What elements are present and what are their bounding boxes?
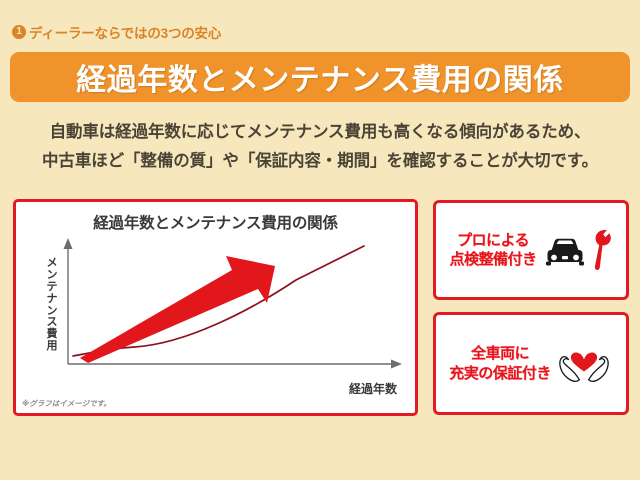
card-inspection-line-2: 点検整備付き bbox=[449, 251, 537, 268]
lead-paragraph: 自動車は経過年数に応じてメンテナンス費用も高くなる傾向があるため、 中古車ほど「… bbox=[0, 118, 640, 176]
section-label-text: ディーラーならではの3つの安心 bbox=[29, 26, 222, 41]
car-front-icon bbox=[545, 238, 584, 266]
chart-x-axis-label: 経過年数 bbox=[348, 382, 397, 396]
feature-card-inspection: プロによる 点検整備付き bbox=[433, 200, 629, 300]
chart-graphic bbox=[63, 238, 402, 369]
card-inspection-line-1: プロによる bbox=[456, 231, 530, 249]
chart-panel: 経過年数とメンテナンス費用の関係 メンテナンス費用 経過年数 ※グラフはイメージ… bbox=[13, 199, 418, 416]
chart-y-axis-arrowhead bbox=[63, 238, 73, 249]
card-warranty-text: 全車両に 充実の保証付き bbox=[449, 344, 551, 383]
heart-in-hands-icon bbox=[558, 352, 609, 382]
banner-title: 経過年数とメンテナンス費用の関係 bbox=[76, 64, 564, 97]
card-warranty-line-1: 全車両に bbox=[470, 345, 530, 362]
lead-line-2: 中古車ほど「整備の質」や「保証内容・期間」を確認することが大切です。 bbox=[42, 151, 598, 170]
lead-line-1: 自動車は経過年数に応じてメンテナンス費用も高くなる傾向があるため、 bbox=[49, 123, 591, 141]
banner: 経過年数とメンテナンス費用の関係 bbox=[10, 52, 630, 102]
chart-cost-curve bbox=[72, 245, 365, 357]
chart-title: 経過年数とメンテナンス費用の関係 bbox=[93, 215, 338, 232]
chart-disclaimer-note: ※グラフはイメージです。 bbox=[22, 399, 111, 408]
section-number-badge: 1 bbox=[12, 25, 26, 39]
wrench-icon bbox=[594, 229, 611, 271]
feature-card-warranty: 全車両に 充実の保証付き bbox=[433, 312, 629, 415]
chart-y-axis-label: メンテナンス費用 bbox=[46, 257, 58, 353]
chart-x-axis-arrowhead bbox=[391, 359, 402, 369]
section-label: 1 ディーラーならではの3つの安心 bbox=[12, 22, 221, 42]
card-warranty-line-2: 充実の保証付き bbox=[449, 364, 551, 382]
card-inspection-text: プロによる 点検整備付き bbox=[449, 231, 537, 270]
chart-trend-arrow bbox=[80, 256, 275, 363]
